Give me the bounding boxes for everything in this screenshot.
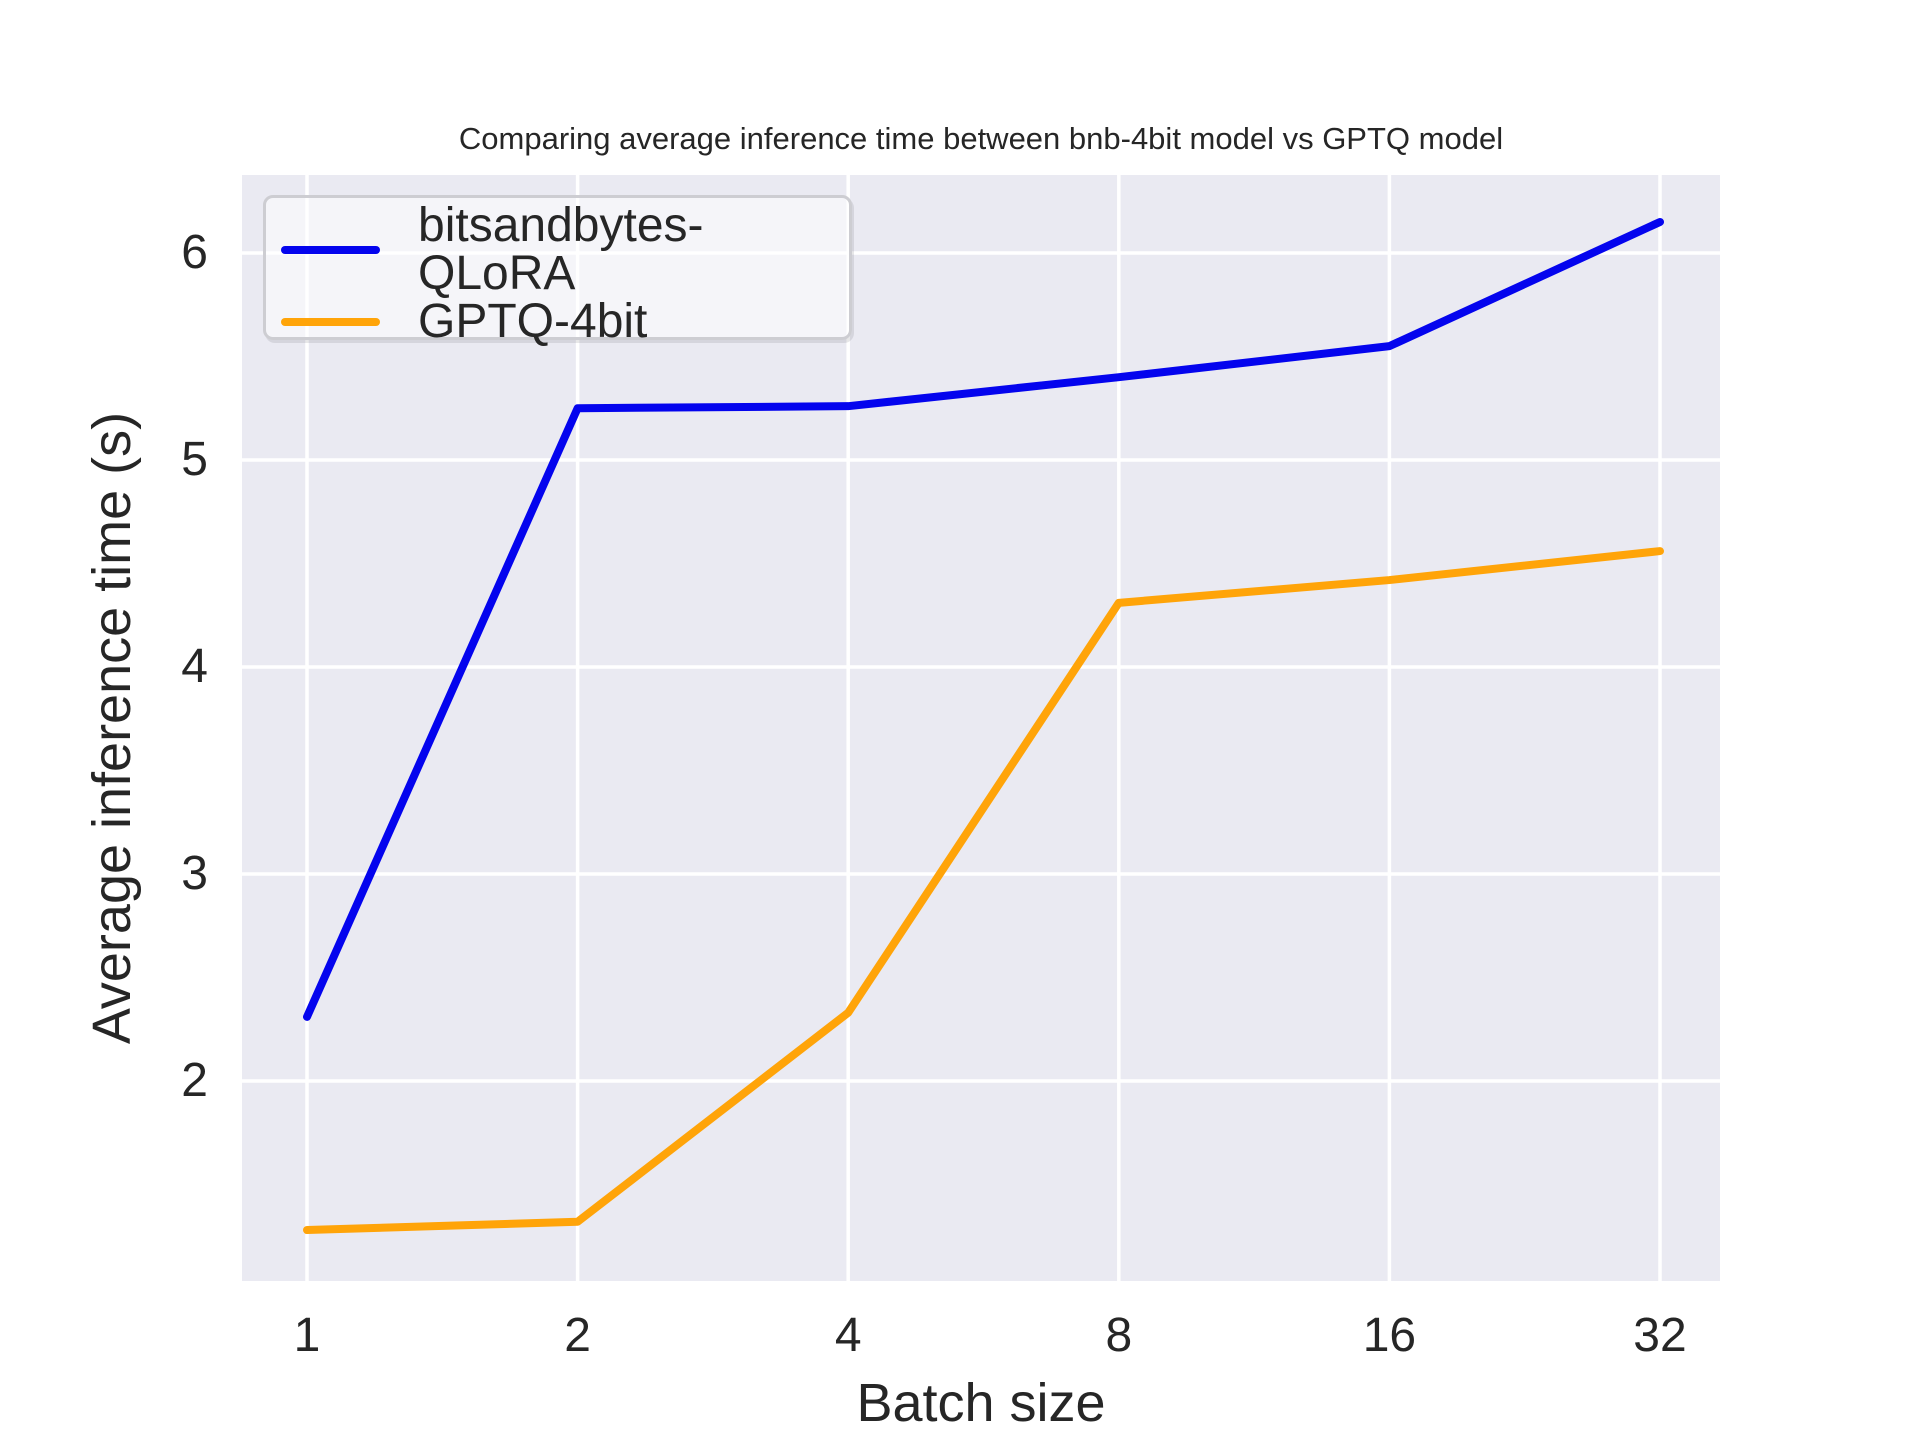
legend-row: bitsandbytes-QLoRA xyxy=(266,202,849,298)
y-tick-label-4: 4 xyxy=(181,640,208,693)
series-line-bitsandbytes-QLoRA xyxy=(303,217,1664,1021)
plot-background xyxy=(242,175,1720,1281)
x-tick-label-4: 4 xyxy=(834,1309,862,1362)
legend-label: bitsandbytes-QLoRA xyxy=(418,199,704,300)
y-tick-label-5: 5 xyxy=(181,433,208,486)
x-tick-label-8: 8 xyxy=(1105,1309,1133,1362)
legend: bitsandbytes-QLoRA GPTQ-4bit xyxy=(263,195,852,346)
legend-row: GPTQ-4bit xyxy=(266,298,849,346)
legend-line-sample-orange xyxy=(281,318,380,326)
series-line-GPTQ-4bit xyxy=(303,547,1664,1235)
y-tick-label-6: 6 xyxy=(181,226,208,279)
x-tick-label-32: 32 xyxy=(1633,1309,1687,1362)
y-axis-label: Average inference time (s) xyxy=(82,411,142,1045)
y-tick-label-3: 3 xyxy=(181,847,208,900)
legend-label: GPTQ-4bit xyxy=(418,295,648,348)
x-tick-label-1: 1 xyxy=(293,1309,321,1362)
y-tick-label-2: 2 xyxy=(181,1054,208,1107)
x-tick-label-2: 2 xyxy=(564,1309,591,1362)
legend-line-sample-blue xyxy=(281,246,380,254)
chart-title: Comparing average inference time between… xyxy=(458,121,1504,156)
x-axis-label: Batch size xyxy=(856,1373,1106,1433)
x-tick-label-16: 16 xyxy=(1362,1309,1417,1362)
